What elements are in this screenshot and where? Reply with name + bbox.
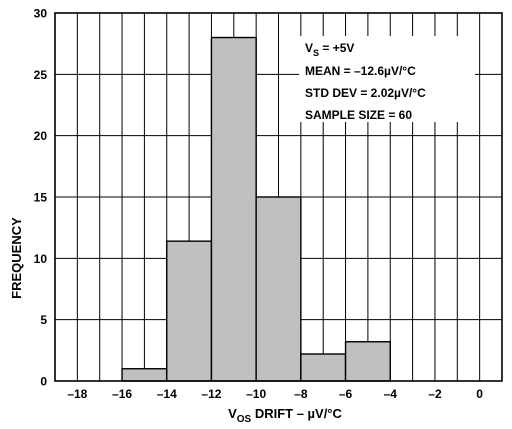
y-tick-label: 20	[34, 129, 48, 143]
x-tick-label: 0	[476, 387, 483, 401]
bar-group	[121, 36, 391, 382]
x-axis-label-base: V	[228, 406, 237, 421]
histogram-bar	[210, 36, 257, 382]
x-tick-label: –18	[67, 387, 87, 401]
plot-frame	[54, 12, 503, 382]
x-axis-label: VOS DRIFT – µV/°C	[228, 406, 342, 425]
x-tick-label: –14	[157, 387, 177, 401]
supply-voltage-base: V	[305, 41, 313, 55]
y-tick-label: 10	[34, 252, 48, 266]
histogram-bar	[166, 240, 213, 382]
x-tick-label: –4	[384, 387, 398, 401]
supply-voltage-rest: = +5V	[319, 41, 354, 55]
y-tick-label: 5	[40, 313, 47, 327]
sample-size-annotation: SAMPLE SIZE = 60	[305, 108, 412, 122]
x-tick-labels: –18 –16 –14 –12 –10 –8 –6 –4 –2 0	[67, 387, 483, 401]
y-tick-label: 15	[34, 191, 48, 205]
y-tick-label: 30	[34, 7, 48, 21]
supply-voltage-subscript: S	[313, 48, 319, 58]
histogram-bar	[255, 196, 302, 382]
x-tick-label: –8	[294, 387, 308, 401]
x-tick-label: –2	[428, 387, 442, 401]
x-axis-label-rest: DRIFT – µV/°C	[251, 406, 342, 421]
x-tick-label: –12	[201, 387, 221, 401]
histogram-bar	[121, 368, 168, 382]
histogram-bar	[344, 341, 391, 382]
histogram-bar	[300, 353, 347, 382]
x-tick-label: –16	[112, 387, 132, 401]
x-tick-label: –10	[246, 387, 266, 401]
annotation-background	[299, 36, 475, 122]
y-tick-label: 25	[34, 68, 48, 82]
y-tick-labels: 0 5 10 15 20 25 30	[34, 7, 48, 389]
mean-annotation: MEAN = –12.6µV/°C	[305, 64, 416, 78]
y-tick-label: 0	[40, 375, 47, 389]
std-dev-annotation: STD DEV = 2.02µV/°C	[305, 86, 426, 100]
supply-voltage-annotation: VS = +5V	[305, 41, 354, 58]
x-tick-label: –6	[339, 387, 353, 401]
x-axis-label-subscript: OS	[237, 414, 252, 425]
y-axis-label: FREQUENCY	[9, 217, 24, 299]
